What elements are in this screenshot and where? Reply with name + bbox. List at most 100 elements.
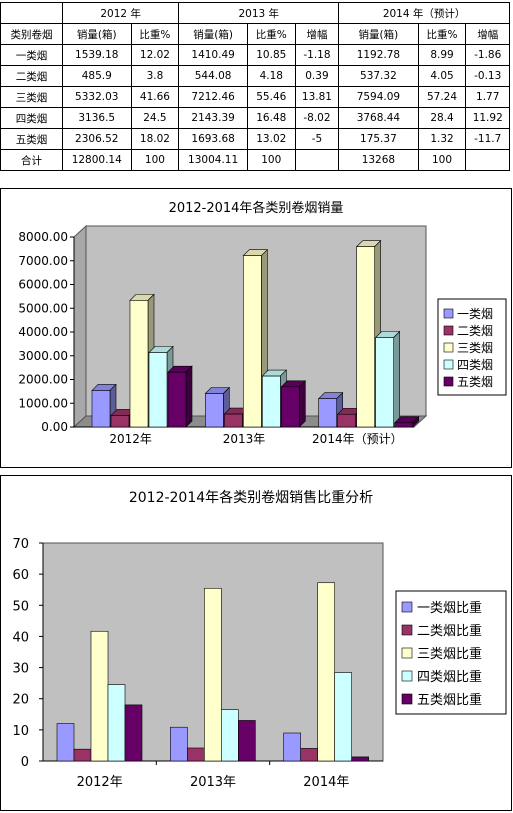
table-cell: 11.92 xyxy=(465,107,510,129)
sales-volume-chart: 2012-2014年各类别卷烟销量 0.00 1000.00 2000.00 3000.… xyxy=(18,200,507,446)
bar xyxy=(238,720,256,762)
side-wall xyxy=(73,224,87,429)
sales-volume-chart-panel: 2012-2014年各类别卷烟销量 0.00 1000.00 2000.00 3000.… xyxy=(0,188,512,468)
table-cell: 544.08 xyxy=(178,65,248,87)
table-cell: 100 xyxy=(417,149,467,171)
bar-front xyxy=(356,246,375,428)
legend-label: 三类烟 xyxy=(457,341,493,355)
table-cell: -8.02 xyxy=(294,107,340,129)
bar xyxy=(393,416,420,428)
legend-label: 一类烟比重 xyxy=(417,600,482,616)
table-cell: 2143.39 xyxy=(178,107,248,129)
table-cell: -1.18 xyxy=(294,44,340,66)
legend-swatch xyxy=(443,308,454,319)
bar-front xyxy=(205,393,224,428)
bar-side xyxy=(393,330,400,428)
table-row: 二类烟 485.9 3.8 544.08 4.18 0.39 537.32 4.05 -0.13 xyxy=(0,65,510,87)
bar-front xyxy=(394,422,413,428)
legend-swatch xyxy=(401,601,413,613)
table-corner-cell xyxy=(0,2,63,24)
y-tick-label: 6000.00 xyxy=(18,278,68,292)
bar xyxy=(204,587,222,762)
table-row-label: 一类烟 xyxy=(0,44,63,66)
sales-share-chart-panel: 2012-2014年各类别卷烟销售比重分析 0 10 20 30 40 50 60 70 2012… xyxy=(0,475,512,811)
table-cell: 1693.68 xyxy=(178,128,248,150)
y-tick-label: 8000.00 xyxy=(18,230,68,244)
table-cell: 3768.44 xyxy=(338,107,419,129)
y-tick-label: 60 xyxy=(12,568,29,583)
table-cell: 485.9 xyxy=(61,65,132,87)
chart-title: 2012-2014年各类别卷烟销量 xyxy=(169,200,344,216)
table-cell xyxy=(465,149,510,171)
table-column-header: 增幅 xyxy=(294,23,340,45)
bar xyxy=(56,723,75,762)
table-cell: 24.5 xyxy=(130,107,180,129)
bar-front xyxy=(318,398,337,428)
table-column-header: 增幅 xyxy=(465,23,510,45)
table-cell: 55.46 xyxy=(246,86,296,108)
table-row-label: 四类烟 xyxy=(0,107,63,129)
table-cell: 13.02 xyxy=(246,128,296,150)
table-column-header: 销量(箱) xyxy=(61,23,132,45)
bar-front xyxy=(262,375,281,428)
table-cell: 12800.14 xyxy=(61,149,132,171)
legend-swatch xyxy=(401,670,413,682)
table-row-label: 三类烟 xyxy=(0,86,63,108)
bar-front xyxy=(375,337,394,428)
y-tick-label: 1000.00 xyxy=(18,396,68,410)
table-cell: 100 xyxy=(246,149,296,171)
bar-front xyxy=(243,255,262,428)
legend xyxy=(395,590,507,715)
legend-label: 二类烟 xyxy=(457,324,493,338)
table-row: 合计 12800.14 100 13004.11 100 13268 100 xyxy=(0,149,510,171)
table-cell: 100 xyxy=(130,149,180,171)
table-cell: 13.81 xyxy=(294,86,340,108)
sales-share-chart: 2012-2014年各类别卷烟销售比重分析 0 10 20 30 40 50 60 70 2012… xyxy=(12,490,507,790)
table-cell: 7212.46 xyxy=(178,86,248,108)
table-cell: 3.8 xyxy=(130,65,180,87)
table-header-years: 2012 年 2013 年 2014 年（预计） xyxy=(0,2,510,24)
table-cell: -5 xyxy=(294,128,340,150)
y-tick-label: 40 xyxy=(12,630,29,645)
table-year-header: 2014 年（预计） xyxy=(338,2,510,24)
table-cell: 12.02 xyxy=(130,44,180,66)
table-cell: -11.7 xyxy=(465,128,510,150)
bar-front xyxy=(148,352,168,428)
legend-swatch xyxy=(401,647,413,659)
legend-label: 五类烟 xyxy=(457,375,493,389)
table-column-header: 销量(箱) xyxy=(178,23,248,45)
legend-label: 二类烟比重 xyxy=(417,623,482,639)
bar xyxy=(334,672,352,762)
y-tick-label: 2000.00 xyxy=(18,373,68,387)
table-header-columns: 类别卷烟 销量(箱) 比重% 销量(箱) 比重% 增幅 销量(箱) 比重% 增幅 xyxy=(0,23,510,45)
table-cell: 8.99 xyxy=(417,44,467,66)
legend-swatch xyxy=(443,359,454,370)
table-row-label: 二类烟 xyxy=(0,65,63,87)
x-tick-label: 2014年（预计） xyxy=(312,432,403,446)
table-cell: 2306.52 xyxy=(61,128,132,150)
x-tick-label: 2012年 xyxy=(77,775,123,790)
bar xyxy=(107,684,126,762)
legend-label: 三类烟比重 xyxy=(417,646,482,662)
y-tick-label: 0.00 xyxy=(41,420,68,434)
table-cell: 28.4 xyxy=(417,107,467,129)
bar xyxy=(90,630,109,762)
table-cell: 57.24 xyxy=(417,86,467,108)
table-cell: 4.18 xyxy=(246,65,296,87)
y-tick-label: 0 xyxy=(21,755,29,770)
bar xyxy=(300,748,318,762)
table-row: 三类烟 5332.03 41.66 7212.46 55.46 13.81 7594.09 5… xyxy=(0,86,510,108)
y-tick-label: 10 xyxy=(12,724,29,739)
table-cell: 1.32 xyxy=(417,128,467,150)
table-year-header: 2012 年 xyxy=(61,2,180,24)
bar-front xyxy=(129,300,149,428)
table-column-header: 销量(箱) xyxy=(338,23,419,45)
table-cell: 1410.49 xyxy=(178,44,248,66)
legend-label: 四类烟比重 xyxy=(417,669,482,685)
data-table: 2012 年 2013 年 2014 年（预计） 类别卷烟 销量(箱) 比重% 销量(… xyxy=(0,2,510,171)
bar-front xyxy=(167,371,187,428)
y-tick-label: 30 xyxy=(12,662,29,677)
table-cell: 5332.03 xyxy=(61,86,132,108)
bar xyxy=(283,732,301,762)
x-tick-label: 2014年 xyxy=(303,775,349,790)
